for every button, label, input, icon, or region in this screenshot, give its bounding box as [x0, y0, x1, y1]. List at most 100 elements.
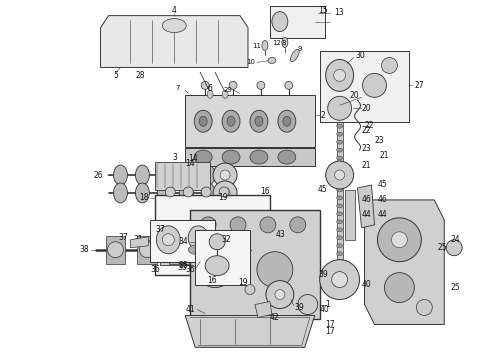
Bar	[190, 210, 319, 319]
Text: 14: 14	[185, 158, 195, 167]
Ellipse shape	[165, 187, 175, 197]
Ellipse shape	[219, 187, 229, 197]
Ellipse shape	[135, 183, 149, 203]
Ellipse shape	[337, 252, 343, 256]
Text: 31: 31	[134, 235, 144, 244]
Text: 22: 22	[362, 126, 371, 135]
Text: 43: 43	[276, 230, 286, 239]
Ellipse shape	[201, 183, 215, 203]
Polygon shape	[100, 15, 248, 67]
Bar	[155, 195, 270, 275]
Ellipse shape	[201, 81, 209, 89]
Ellipse shape	[255, 116, 263, 126]
Ellipse shape	[162, 234, 174, 246]
Ellipse shape	[230, 217, 246, 233]
Ellipse shape	[268, 58, 276, 63]
Ellipse shape	[260, 217, 276, 233]
Ellipse shape	[156, 226, 180, 254]
Ellipse shape	[171, 238, 180, 248]
Text: 16: 16	[207, 276, 217, 285]
Ellipse shape	[172, 242, 187, 258]
Text: 33: 33	[177, 263, 187, 272]
Ellipse shape	[230, 240, 240, 250]
Ellipse shape	[201, 187, 211, 197]
Ellipse shape	[377, 218, 421, 262]
Text: 4: 4	[172, 6, 177, 15]
Text: 20: 20	[362, 104, 371, 113]
Ellipse shape	[337, 164, 343, 168]
Ellipse shape	[446, 240, 462, 256]
Text: 20: 20	[350, 91, 360, 100]
Polygon shape	[169, 236, 189, 264]
Bar	[195, 230, 250, 285]
Text: 26: 26	[94, 171, 103, 180]
Text: 17: 17	[326, 320, 335, 329]
Polygon shape	[337, 100, 343, 294]
Text: 40: 40	[362, 280, 371, 289]
Ellipse shape	[337, 156, 343, 160]
Text: 37: 37	[119, 233, 128, 242]
Text: 40: 40	[319, 305, 329, 314]
Ellipse shape	[337, 228, 343, 232]
Polygon shape	[130, 237, 148, 248]
Ellipse shape	[337, 276, 343, 280]
Text: 23: 23	[374, 136, 384, 145]
Ellipse shape	[223, 231, 247, 259]
Ellipse shape	[257, 81, 265, 89]
Ellipse shape	[194, 110, 212, 132]
Ellipse shape	[114, 183, 127, 203]
Polygon shape	[137, 236, 157, 264]
Ellipse shape	[337, 220, 343, 224]
Ellipse shape	[272, 12, 288, 32]
Bar	[150, 220, 215, 262]
Ellipse shape	[222, 90, 228, 98]
Text: 7: 7	[176, 85, 180, 91]
Bar	[344, 190, 355, 240]
Text: 44: 44	[362, 210, 371, 219]
Ellipse shape	[250, 150, 268, 164]
Ellipse shape	[334, 69, 345, 81]
Ellipse shape	[200, 217, 216, 233]
Text: 19: 19	[218, 193, 228, 202]
Ellipse shape	[363, 73, 387, 97]
Text: 38: 38	[79, 245, 89, 254]
Ellipse shape	[278, 150, 296, 164]
Text: 44: 44	[377, 210, 387, 219]
Ellipse shape	[285, 81, 293, 89]
Text: 12: 12	[272, 40, 281, 45]
Bar	[185, 148, 315, 166]
Ellipse shape	[205, 256, 229, 276]
Ellipse shape	[275, 289, 285, 300]
Bar	[185, 95, 315, 147]
Ellipse shape	[114, 165, 127, 185]
Text: 9: 9	[298, 45, 302, 51]
Text: 21: 21	[362, 161, 371, 170]
Ellipse shape	[227, 116, 235, 126]
Text: 14: 14	[188, 154, 198, 163]
Text: 28: 28	[136, 71, 145, 80]
Ellipse shape	[337, 124, 343, 128]
Text: 30: 30	[356, 51, 366, 60]
Bar	[155, 162, 210, 190]
Ellipse shape	[179, 183, 193, 203]
Ellipse shape	[337, 284, 343, 288]
Text: 32: 32	[221, 235, 231, 244]
Polygon shape	[358, 185, 374, 228]
Ellipse shape	[140, 242, 155, 258]
Ellipse shape	[222, 150, 240, 164]
Ellipse shape	[282, 37, 288, 48]
Ellipse shape	[188, 245, 208, 255]
Text: 25: 25	[438, 243, 447, 252]
Ellipse shape	[197, 252, 233, 288]
Polygon shape	[105, 236, 125, 264]
Ellipse shape	[337, 116, 343, 120]
Text: 36: 36	[150, 265, 160, 274]
Text: 46: 46	[377, 195, 387, 204]
Text: 3: 3	[172, 153, 177, 162]
Ellipse shape	[337, 172, 343, 176]
Text: 35: 35	[178, 261, 188, 270]
Ellipse shape	[326, 59, 354, 91]
Ellipse shape	[245, 285, 255, 294]
Ellipse shape	[213, 163, 237, 187]
Text: 19: 19	[238, 278, 248, 287]
